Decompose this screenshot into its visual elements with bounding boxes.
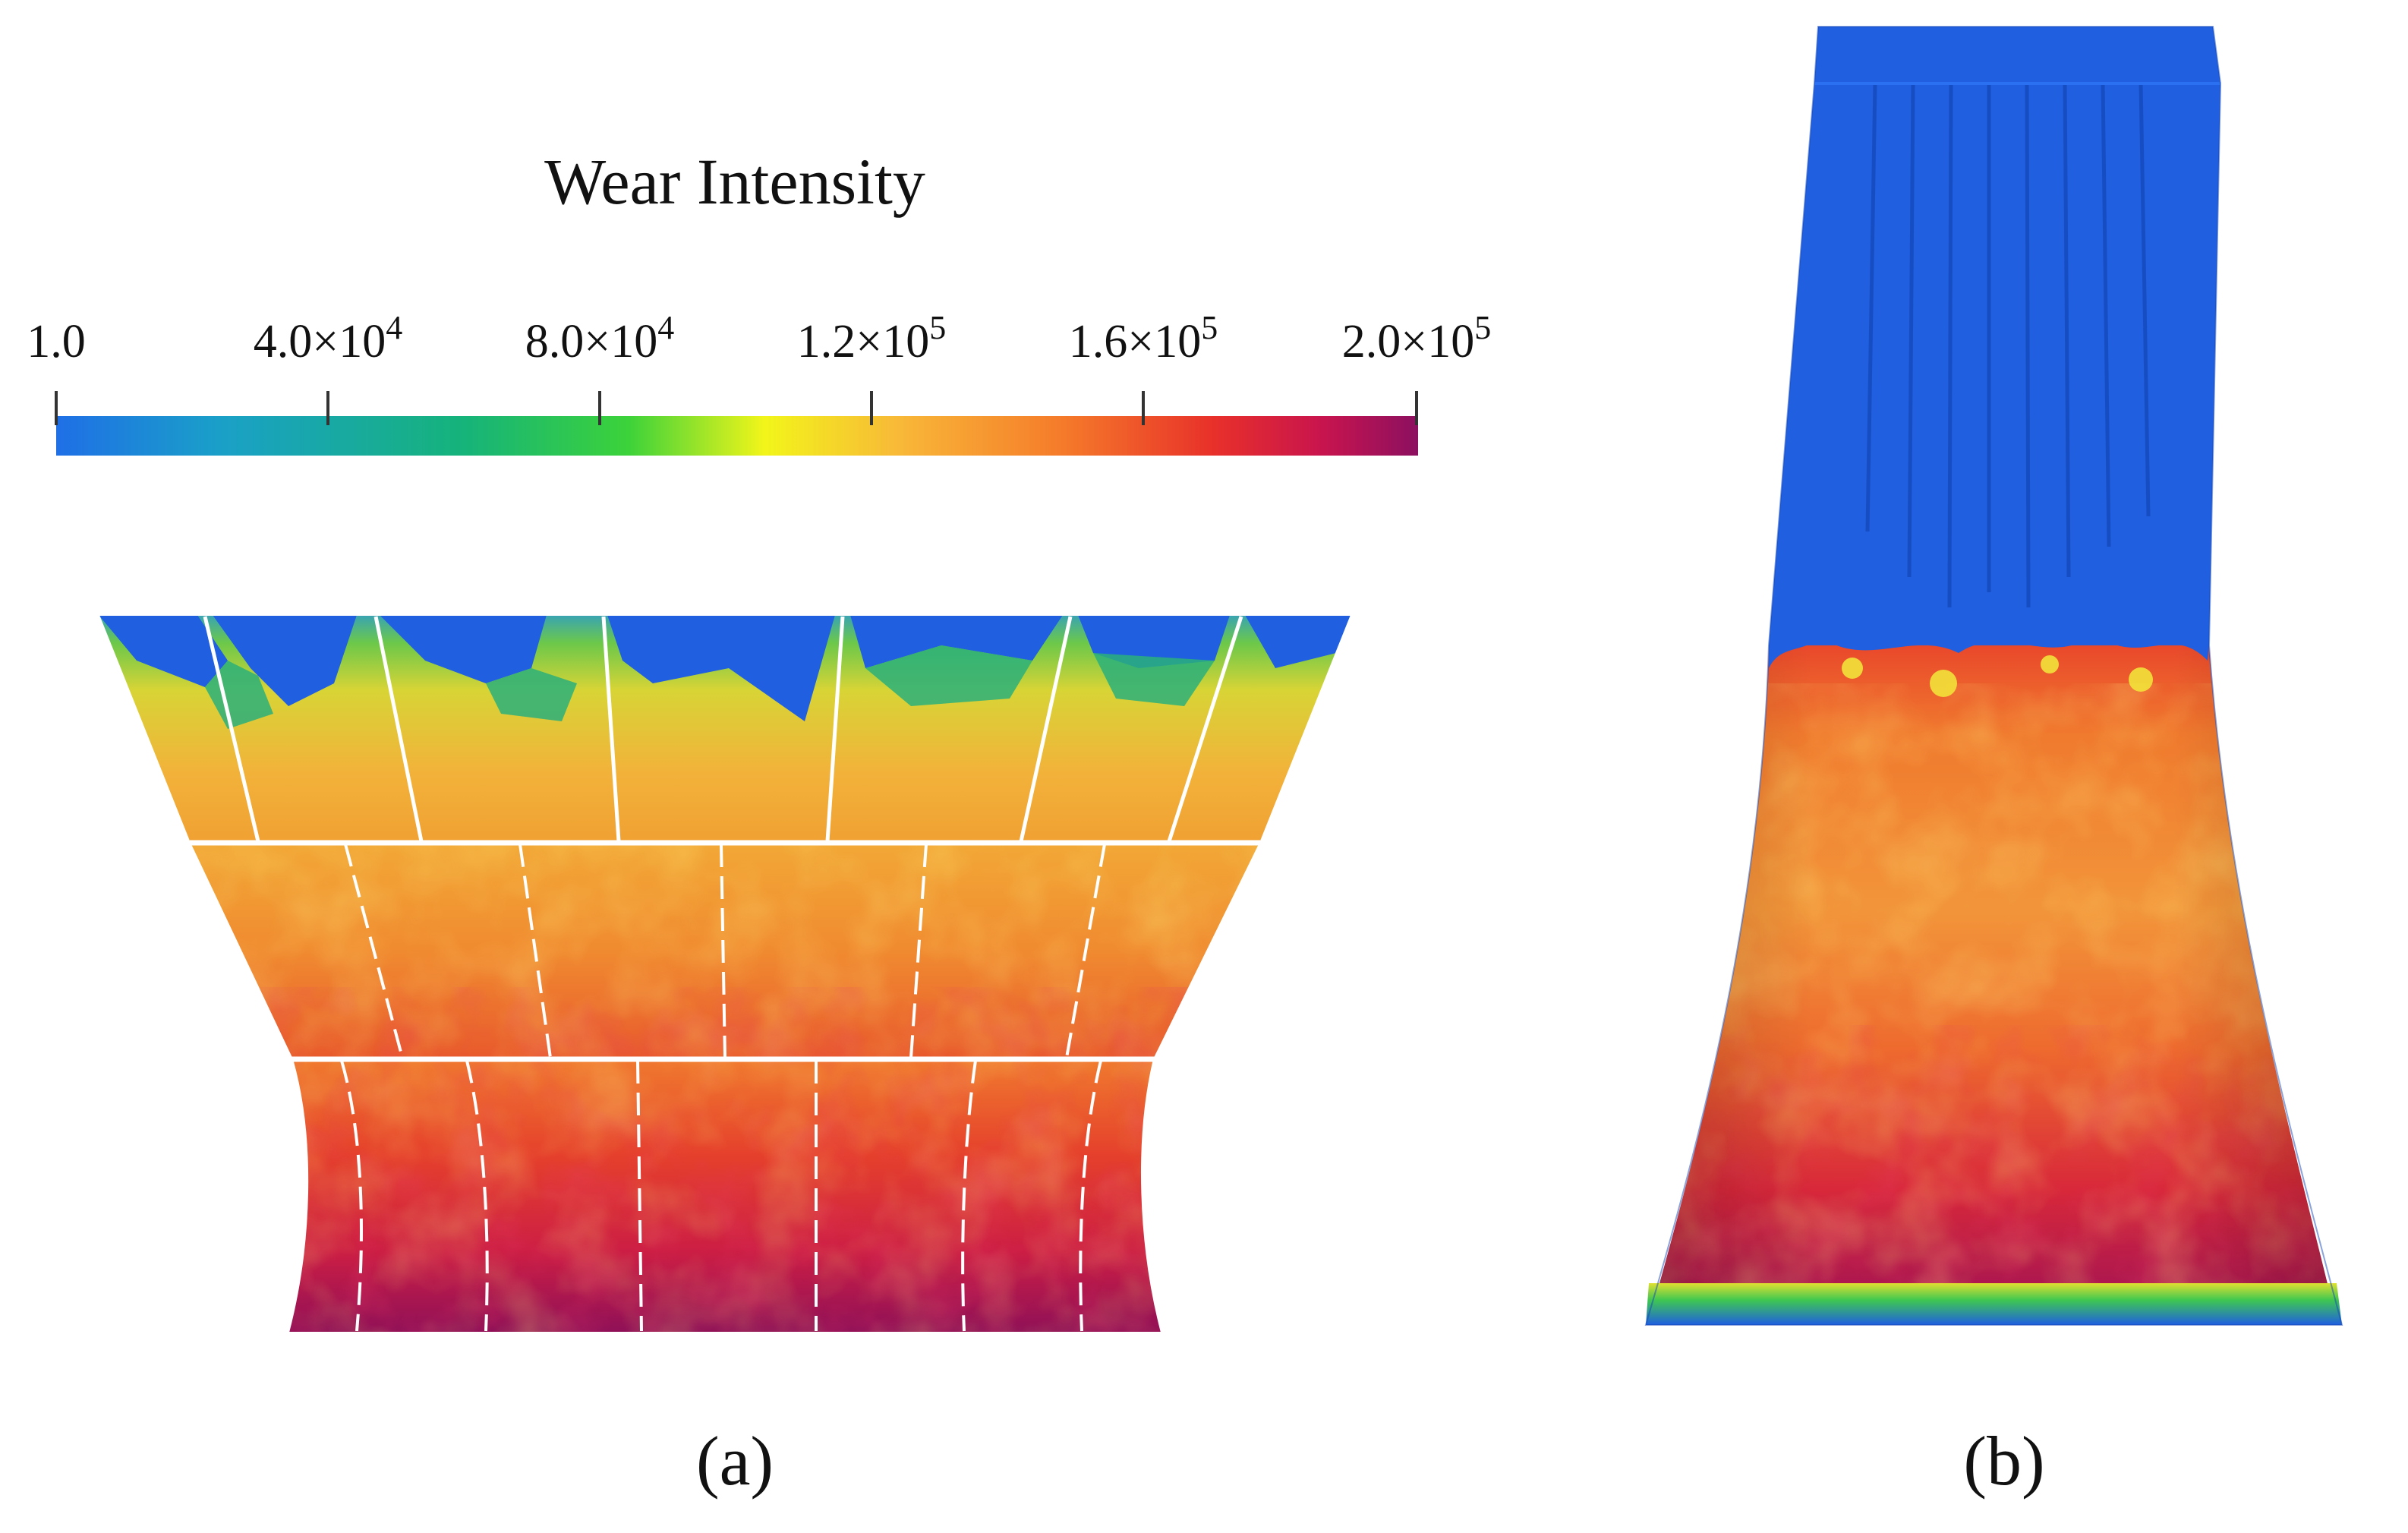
colorbar-legend: Wear Intensity 1.0 4.0×104 8.0×104 1.2×105 1… <box>27 145 1491 456</box>
top-transition-region <box>205 645 1215 729</box>
segment-seams-top <box>203 616 1243 842</box>
legend-tick-label: 8.0×104 <box>525 309 674 367</box>
tick-mantissa: 1.2×10 <box>797 316 929 367</box>
segment-seams-middle <box>344 844 1106 1058</box>
panel-a-label: (a) <box>696 1422 774 1500</box>
panel-a-liner <box>97 614 1353 1333</box>
tick-mantissa: 8.0×10 <box>525 316 657 367</box>
legend-tick-label: 4.0×104 <box>254 309 402 367</box>
legend-tick-label: 1.6×105 <box>1069 309 1218 367</box>
tick-mantissa: 4.0×10 <box>254 316 386 367</box>
panel-b-cone <box>1644 26 2343 1326</box>
ring-seams <box>190 840 1260 1062</box>
tick-exponent: 5 <box>929 309 946 346</box>
tick-mantissa: 2.0×10 <box>1342 316 1474 367</box>
cone-wear-front-highlights <box>1842 655 2153 697</box>
tick-exponent: 4 <box>657 309 674 346</box>
cone-upper-low-wear <box>1769 27 2220 645</box>
cone-flutes <box>1865 83 2151 608</box>
tick-exponent: 5 <box>1201 309 1218 346</box>
legend-tick-marks <box>55 391 1418 425</box>
legend-title: Wear Intensity <box>544 145 925 218</box>
panel-b-label: (b) <box>1963 1422 2044 1500</box>
tick-mantissa: 1.6×10 <box>1069 316 1201 367</box>
legend-tick-label: 1.2×105 <box>797 309 946 367</box>
segment-seams-bottom <box>340 1060 1102 1332</box>
cone-outline <box>1644 26 2343 1326</box>
tick-exponent: 5 <box>1474 309 1491 346</box>
legend-tick-labels: 1.0 4.0×104 8.0×104 1.2×105 1.6×105 2.0×105 <box>27 309 1491 367</box>
colorbar <box>56 416 1418 456</box>
cone-bottom-rim <box>1646 1283 2342 1325</box>
liner-outline <box>97 614 1353 1333</box>
tick-exponent: 4 <box>386 309 402 346</box>
cone-shading <box>1649 645 2337 1321</box>
legend-tick-label: 1.0 <box>27 316 86 367</box>
legend-tick-label: 2.0×105 <box>1342 309 1491 367</box>
wear-texture-deep <box>99 987 1351 1333</box>
tick-mantissa: 1.0 <box>27 316 86 367</box>
